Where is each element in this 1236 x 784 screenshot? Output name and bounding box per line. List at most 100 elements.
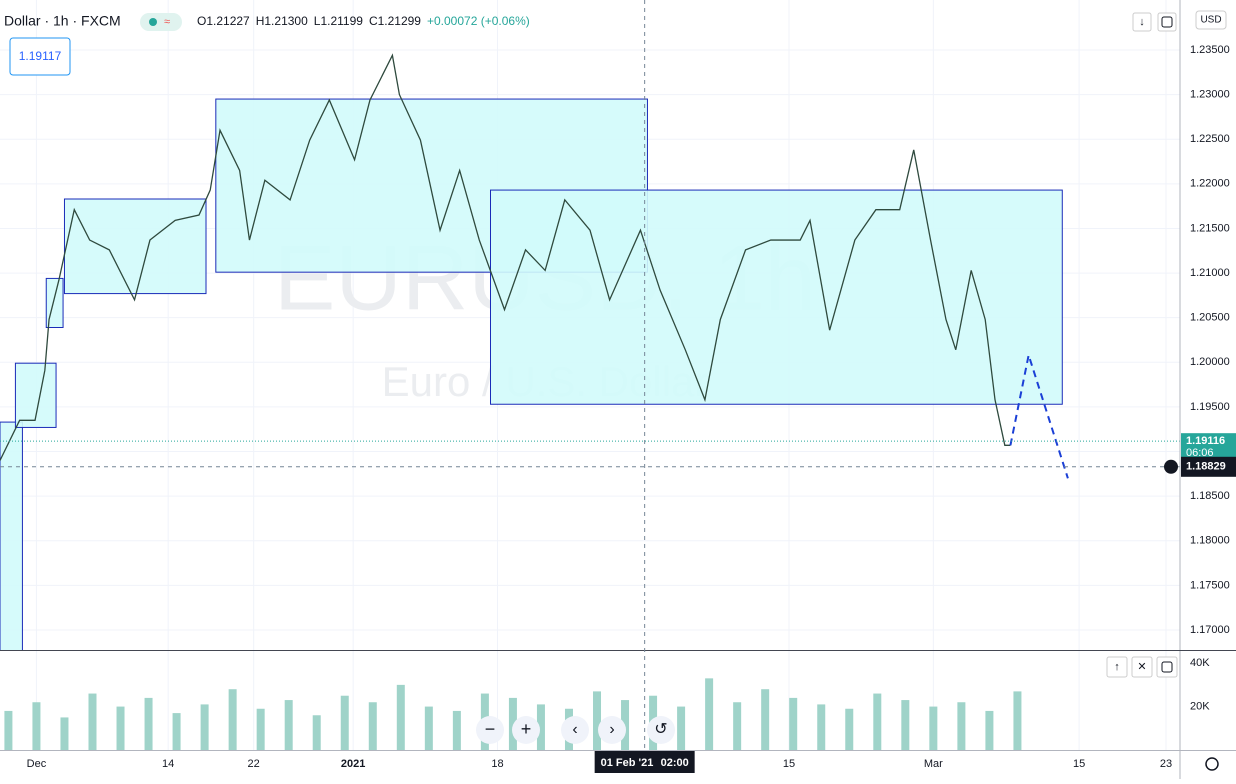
x-tick-label: 22 <box>248 758 260 770</box>
scroll-right-button[interactable] <box>598 716 626 744</box>
volume-bar <box>228 689 237 750</box>
plot-area: EURUSD, 1hEuro / U.S. Dollar <box>0 0 1180 650</box>
volume-bar <box>677 706 686 750</box>
icon: ↺ <box>654 721 667 738</box>
volume-bar <box>789 697 798 750</box>
ohlc-value: C1.21299 <box>369 14 421 28</box>
volume-bar <box>901 700 910 750</box>
y-tick-label: 1.22000 <box>1190 178 1230 190</box>
price-line <box>0 53 1011 461</box>
add-alert-button[interactable] <box>1164 459 1178 474</box>
navigation-buttons: − + ‹ › ↺ <box>476 716 675 744</box>
volume-bar <box>32 702 41 750</box>
volume-controls: ↑ ✕ <box>1106 656 1178 678</box>
y-tick-label: 1.22500 <box>1190 133 1230 145</box>
volume-tick-label: 20K <box>1190 700 1210 712</box>
volume-bar <box>88 693 97 750</box>
move-up-button[interactable] <box>1106 656 1128 678</box>
y-tick-label: 1.20500 <box>1190 312 1230 324</box>
crosshair-price: 1.18829 <box>1186 461 1226 473</box>
y-tick-label: 1.19500 <box>1190 401 1230 413</box>
y-tick-label: 1.21000 <box>1190 267 1230 279</box>
icon: − <box>485 719 496 739</box>
volume-bar <box>761 689 770 750</box>
ohlc-value: L1.21199 <box>314 14 363 28</box>
y-tick-label: 1.17500 <box>1190 579 1230 591</box>
volume-bar <box>705 678 714 750</box>
volume-bar <box>508 697 517 750</box>
volume-bar <box>256 708 265 750</box>
y-tick-label: 1.21500 <box>1190 222 1230 234</box>
zoom-out-button[interactable] <box>476 716 504 744</box>
volume-bar <box>284 700 293 750</box>
countdown: 06:06 <box>1186 447 1214 459</box>
symbol[interactable]: Dollar · 1h · FXCM <box>4 13 121 29</box>
zone <box>0 421 23 650</box>
volume-bar <box>144 697 153 750</box>
maximize-button[interactable] <box>1157 12 1177 32</box>
y-tick-label: 1.18000 <box>1190 535 1230 547</box>
volume-bar <box>452 710 461 750</box>
volume-bar <box>873 693 882 750</box>
currency-button[interactable] <box>1195 10 1227 30</box>
last-price-label: 1.19116 <box>1186 435 1225 447</box>
reset-button[interactable] <box>647 716 675 744</box>
icon: ↑ <box>1114 661 1120 673</box>
crosshair-time-box <box>594 751 695 773</box>
x-tick-label: 23 <box>1160 758 1172 770</box>
volume-bar <box>424 706 433 750</box>
settings-button[interactable] <box>1205 757 1219 771</box>
icon: + <box>521 719 532 739</box>
volume-bar <box>536 704 545 750</box>
volume-bar <box>368 702 377 750</box>
status-icon: ≈ <box>164 16 170 28</box>
ohlc-value: O1.21227 <box>197 14 250 28</box>
volume-bar <box>957 702 966 750</box>
ohlc-legend: O1.21227 H1.21300 L1.21199 C1.21299 +0.00072… <box>197 14 530 28</box>
x-tick-label: 18 <box>491 758 503 770</box>
currency: USD <box>1200 15 1221 26</box>
y-tick-label: 1.17000 <box>1190 624 1230 636</box>
icon: ✕ <box>1137 661 1146 673</box>
scroll-down-button[interactable] <box>1132 12 1152 32</box>
status-pill[interactable] <box>140 13 182 31</box>
price-badge: 1.19117 <box>19 49 62 63</box>
icon: ↓ <box>1139 16 1145 28</box>
y-tick-label: 1.18500 <box>1190 490 1230 502</box>
y-tick-label: 1.23500 <box>1190 44 1230 56</box>
x-tick-label: 15 <box>1073 758 1085 770</box>
volume-bar <box>60 717 69 750</box>
volume-bar <box>1013 691 1022 750</box>
icon: › <box>609 721 614 738</box>
crosshair-time: 02:00 <box>661 757 689 769</box>
volume-bar <box>396 684 405 750</box>
volume-bar <box>817 704 826 750</box>
volume-bar <box>340 695 349 750</box>
volume-tick-label: 40K <box>1190 657 1210 669</box>
y-tick-label: 1.20000 <box>1190 356 1230 368</box>
icon: ‹ <box>572 721 577 738</box>
volume-bar <box>312 715 321 750</box>
crosshair-date: 01 Feb '21 <box>601 757 654 769</box>
x-tick-label: Dec <box>27 758 47 770</box>
price-badge-box[interactable] <box>9 37 71 76</box>
volume-bar <box>733 702 742 750</box>
last-price-box <box>1181 433 1236 460</box>
volume-bar <box>200 704 209 750</box>
volume-bar <box>985 710 994 750</box>
projection-arrow <box>1009 351 1069 479</box>
zone <box>63 198 207 295</box>
ohlc-value: H1.21300 <box>256 14 308 28</box>
scroll-left-button[interactable] <box>561 716 589 744</box>
x-tick-label: 15 <box>783 758 795 770</box>
maximize-button[interactable] <box>1156 656 1178 678</box>
x-tick-label: 2021 <box>341 758 365 770</box>
volume-bar <box>172 713 181 750</box>
status-dot <box>149 18 157 26</box>
zoom-in-button[interactable] <box>512 716 540 744</box>
icon <box>1161 661 1173 673</box>
volume-bar <box>845 708 854 750</box>
close-button[interactable] <box>1131 656 1153 678</box>
volume-bar <box>4 710 13 750</box>
